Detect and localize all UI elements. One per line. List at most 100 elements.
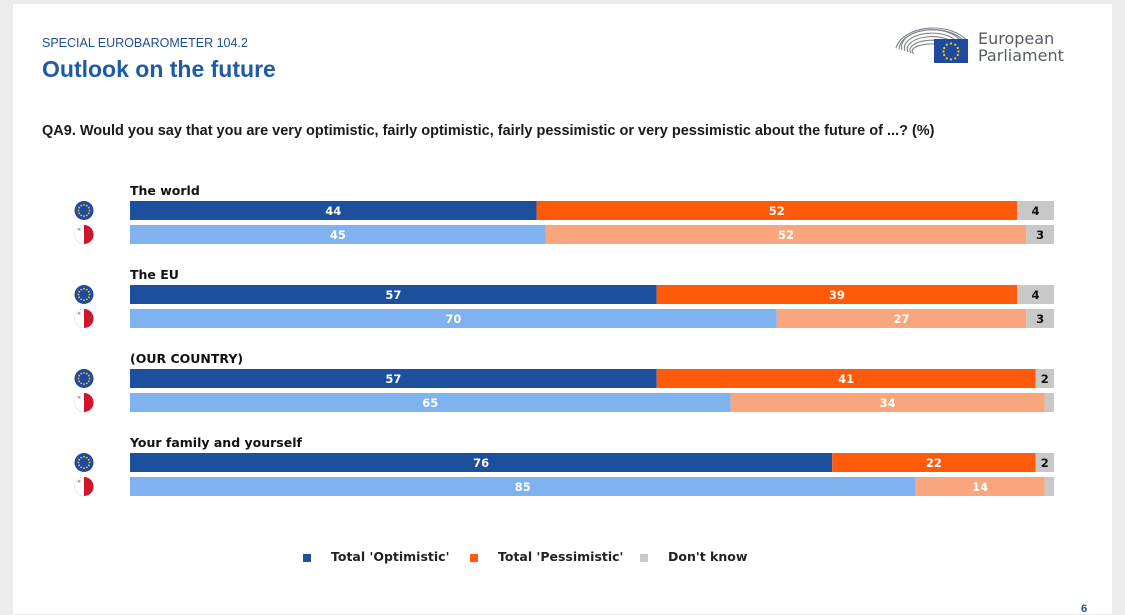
eu-flag-star bbox=[83, 372, 85, 374]
bar-segment bbox=[1017, 201, 1054, 220]
eu-flag-star bbox=[87, 212, 90, 215]
eu-flag-star bbox=[85, 298, 88, 301]
data-label: 45 bbox=[330, 228, 346, 242]
logo-line-1: European bbox=[978, 29, 1055, 48]
eu-flag-star bbox=[78, 296, 81, 299]
eu-flag-star bbox=[83, 383, 85, 385]
eu-flag-star bbox=[78, 290, 81, 293]
data-label: 44 bbox=[325, 204, 341, 218]
legend-swatch-pessimistic bbox=[470, 554, 478, 562]
data-label: 76 bbox=[473, 456, 489, 470]
eu-flag-star bbox=[78, 464, 81, 467]
eu-flag-star bbox=[77, 209, 80, 212]
legend-label-pessimistic: Total 'Pessimistic' bbox=[498, 549, 624, 564]
malta-flag-cross bbox=[77, 312, 81, 315]
eu-flag-star bbox=[77, 461, 80, 464]
eu-flag-star bbox=[85, 372, 88, 375]
eu-flag-star bbox=[78, 212, 81, 215]
malta-flag-red bbox=[84, 225, 94, 244]
malta-flag-red bbox=[84, 477, 94, 496]
data-label: 22 bbox=[926, 456, 942, 470]
european-parliament-logo: European Parliament bbox=[893, 22, 1073, 68]
bar-segment bbox=[545, 225, 1027, 244]
bar-segment bbox=[1026, 225, 1054, 244]
data-label: 2 bbox=[1041, 456, 1049, 470]
eu-flag-star bbox=[78, 380, 81, 383]
eu-flag-star bbox=[85, 214, 88, 217]
eu-flag-star bbox=[87, 458, 90, 461]
eu-flag-star bbox=[87, 206, 90, 209]
eu-flag-star bbox=[83, 288, 85, 290]
data-label: 85 bbox=[515, 480, 531, 494]
data-label: 65 bbox=[422, 396, 438, 410]
bar-segment bbox=[130, 453, 833, 472]
malta-flag-cross bbox=[77, 396, 81, 399]
group-label: The EU bbox=[130, 267, 179, 282]
bar-segment bbox=[1017, 285, 1054, 304]
group-label: Your family and yourself bbox=[129, 435, 303, 450]
eu-flag-star bbox=[77, 377, 80, 380]
eu-flag-star bbox=[87, 290, 90, 293]
eu-flag-star bbox=[85, 204, 88, 207]
logo-line-2: Parliament bbox=[978, 46, 1064, 65]
legend-swatch-dont-know bbox=[640, 554, 648, 562]
malta-flag-icon bbox=[74, 308, 94, 329]
data-label: 27 bbox=[894, 312, 910, 326]
malta-flag-red bbox=[84, 393, 94, 412]
data-label: 41 bbox=[838, 372, 854, 386]
legend-swatch-optimistic bbox=[303, 554, 311, 562]
data-label: 3 bbox=[1036, 228, 1044, 242]
malta-flag-cross bbox=[77, 480, 81, 483]
eu-flag-star bbox=[88, 293, 91, 296]
eu-flag-star bbox=[80, 466, 83, 469]
data-label: 57 bbox=[385, 372, 401, 386]
eu-flag-star bbox=[87, 296, 90, 299]
bar-segment bbox=[130, 201, 537, 220]
bar-segment bbox=[915, 477, 1045, 496]
bar-segment bbox=[776, 309, 1027, 328]
eu-flag-star bbox=[80, 372, 83, 375]
eu-flag-star bbox=[88, 461, 91, 464]
eu-flag-disc bbox=[74, 369, 94, 388]
bar-segment bbox=[130, 393, 731, 412]
eu-flag-disc bbox=[74, 453, 94, 472]
data-label: 34 bbox=[880, 396, 896, 410]
eu-flag-star bbox=[87, 380, 90, 383]
data-label: 70 bbox=[445, 312, 461, 326]
page-number: 6 bbox=[1081, 603, 1088, 615]
data-label: 14 bbox=[972, 480, 988, 494]
legend-label-optimistic: Total 'Optimistic' bbox=[331, 549, 450, 564]
bar-segment bbox=[130, 285, 657, 304]
eu-flag-disc bbox=[74, 285, 94, 304]
page-title: Outlook on the future bbox=[42, 56, 276, 82]
malta-flag-red bbox=[84, 309, 94, 328]
data-label: 52 bbox=[769, 204, 785, 218]
bar-segment bbox=[730, 393, 1045, 412]
eu-flag-icon bbox=[74, 369, 94, 388]
malta-flag-icon bbox=[74, 476, 94, 497]
bar-segment bbox=[130, 477, 916, 496]
eu-flag-star bbox=[83, 204, 85, 206]
bar-segment bbox=[1035, 453, 1054, 472]
bar-segment bbox=[1026, 309, 1054, 328]
survey-question: QA9. Would you say that you are very opt… bbox=[42, 123, 935, 139]
bar-segment bbox=[1035, 369, 1054, 388]
legend-label-dont-know: Don't know bbox=[668, 549, 748, 564]
bar-segment bbox=[536, 201, 1018, 220]
eu-flag-disc bbox=[74, 201, 94, 220]
report-subtitle: SPECIAL EUROBAROMETER 104.2 bbox=[42, 36, 248, 50]
eu-flag-icon bbox=[74, 201, 94, 220]
bar-segment bbox=[130, 369, 657, 388]
malta-flag-icon bbox=[74, 392, 94, 413]
malta-flag-cross bbox=[77, 228, 81, 231]
eu-flag-star bbox=[80, 204, 83, 207]
data-label: 39 bbox=[829, 288, 845, 302]
eu-flag-star bbox=[80, 288, 83, 291]
group-label: The world bbox=[130, 183, 200, 198]
logo-text: European Parliament bbox=[978, 30, 1064, 64]
bar-segment bbox=[832, 453, 1036, 472]
eu-flag-icon bbox=[74, 285, 94, 304]
data-label: 57 bbox=[385, 288, 401, 302]
eu-flag-star bbox=[80, 214, 83, 217]
